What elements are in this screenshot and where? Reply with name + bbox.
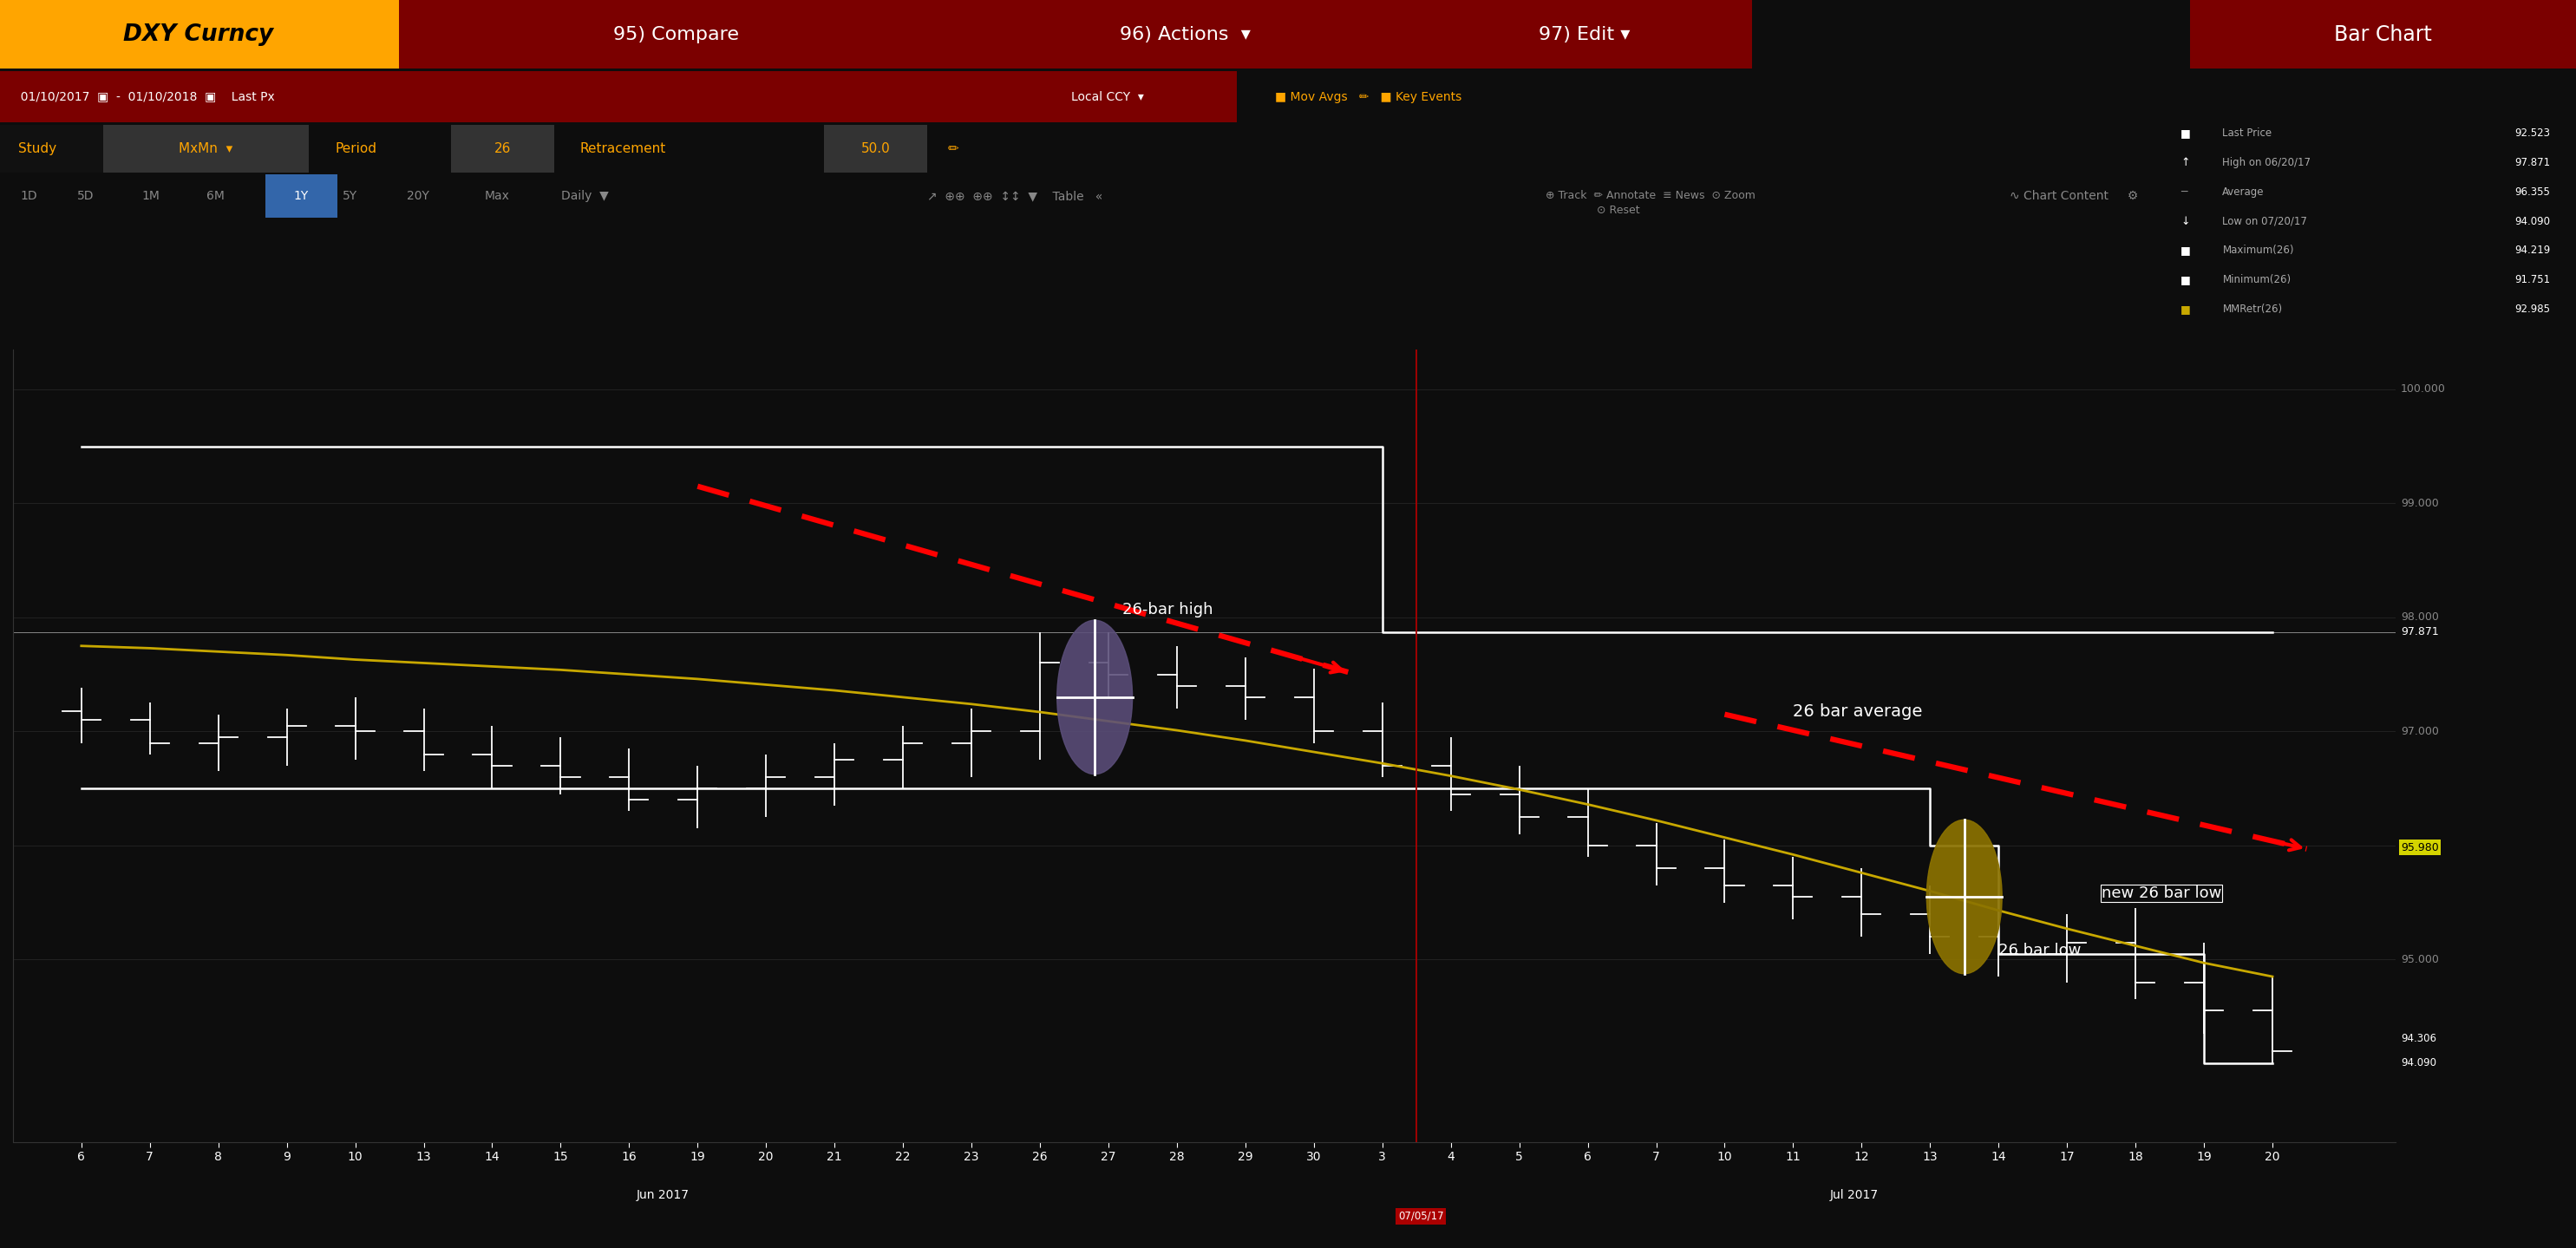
Text: 94.090: 94.090 [2401,1057,2437,1068]
Text: 97.871: 97.871 [2514,157,2550,168]
Text: 26 bar average: 26 bar average [1793,704,1922,720]
Text: 94.306: 94.306 [2401,1033,2437,1045]
Text: 99.000: 99.000 [2401,498,2439,509]
Text: ■: ■ [2179,245,2190,256]
Text: Retracement: Retracement [580,142,665,155]
Text: 5D: 5D [77,190,95,202]
Text: Max: Max [484,190,510,202]
Text: 26: 26 [495,142,510,155]
Text: 94.090: 94.090 [2514,216,2550,227]
Bar [451,125,554,172]
Bar [979,71,1236,122]
Text: ⊕ Track  ✏ Annotate  ≡ News  ⊙ Zoom: ⊕ Track ✏ Annotate ≡ News ⊙ Zoom [1546,190,1754,202]
Text: ∿ Chart Content     ⚙: ∿ Chart Content ⚙ [2009,190,2138,202]
Text: ⊙ Reset: ⊙ Reset [1597,205,1641,216]
Text: 91.751: 91.751 [2514,275,2550,286]
Text: 5Y: 5Y [343,190,358,202]
Text: ✏: ✏ [948,142,958,155]
Text: Low on 07/20/17: Low on 07/20/17 [2223,216,2308,227]
Bar [2190,0,2576,69]
Bar [824,125,927,172]
Bar [0,125,103,172]
Text: 97.000: 97.000 [2401,726,2439,738]
Bar [265,175,337,217]
Text: 1D: 1D [21,190,39,202]
Text: ↗  ⊕⊕  ⊕⊕  ↕↕  ▼    Table   «: ↗ ⊕⊕ ⊕⊕ ↕↕ ▼ Table « [927,190,1103,202]
Text: 98.000: 98.000 [2401,612,2439,623]
Text: Average: Average [2223,186,2264,197]
Text: 07/05/17: 07/05/17 [1399,1211,1443,1222]
Text: 50.0: 50.0 [860,142,891,155]
Text: High on 06/20/17: High on 06/20/17 [2223,157,2311,168]
Text: Minimum(26): Minimum(26) [2223,275,2290,286]
Text: 95) Compare: 95) Compare [613,26,739,42]
Text: MxMn  ▾: MxMn ▾ [180,142,232,155]
Ellipse shape [1927,820,2002,973]
Text: ■: ■ [2179,275,2190,286]
Bar [0,0,399,69]
Ellipse shape [1056,620,1133,774]
Text: 96.355: 96.355 [2514,186,2550,197]
Text: 92.985: 92.985 [2514,303,2550,314]
Text: 92.523: 92.523 [2514,127,2550,139]
Text: ↑: ↑ [2179,157,2190,168]
Text: Bar Chart: Bar Chart [2334,24,2432,45]
Text: ↓: ↓ [2179,216,2190,227]
Text: ─: ─ [2179,186,2187,197]
Text: ■ Mov Avgs   ✏   ■ Key Events: ■ Mov Avgs ✏ ■ Key Events [1275,91,1461,102]
Text: 95.980: 95.980 [2401,842,2439,854]
Text: 96.000: 96.000 [2401,840,2439,851]
Text: 97) Edit ▾: 97) Edit ▾ [1538,26,1631,42]
Bar [399,0,953,69]
Text: ■: ■ [2179,127,2190,139]
Text: Daily  ▼: Daily ▼ [562,190,608,202]
Text: 95.000: 95.000 [2401,953,2439,965]
Bar [953,0,1417,69]
Text: 97.871: 97.871 [2401,626,2439,638]
Text: Local CCY  ▾: Local CCY ▾ [1072,91,1144,102]
Text: 100.000: 100.000 [2401,383,2445,394]
Text: 1M: 1M [142,190,160,202]
Text: 1Y: 1Y [294,190,309,202]
Text: 01/10/2017  ▣  -  01/10/2018  ▣    Last Px: 01/10/2017 ▣ - 01/10/2018 ▣ Last Px [13,91,276,102]
Text: 94.219: 94.219 [2514,245,2550,256]
Text: 6M: 6M [206,190,224,202]
Text: MMRetr(26): MMRetr(26) [2223,303,2282,314]
Text: Jun 2017: Jun 2017 [636,1189,690,1202]
Text: 26 bar low: 26 bar low [1999,942,2081,958]
Text: ■: ■ [2179,303,2190,314]
Text: Maximum(26): Maximum(26) [2223,245,2295,256]
Text: 20Y: 20Y [407,190,430,202]
Text: 26-bar high: 26-bar high [1123,602,1213,618]
Bar [0,71,979,122]
Text: Study: Study [18,142,57,155]
Text: 96) Actions  ▾: 96) Actions ▾ [1121,26,1249,42]
Bar [1417,0,1752,69]
Text: new 26 bar low: new 26 bar low [2102,885,2221,901]
Text: DXY Curncy: DXY Curncy [124,22,273,46]
Bar [103,125,309,172]
Text: Jul 2017: Jul 2017 [1829,1189,1878,1202]
Text: Period: Period [335,142,376,155]
Text: Last Price: Last Price [2223,127,2272,139]
